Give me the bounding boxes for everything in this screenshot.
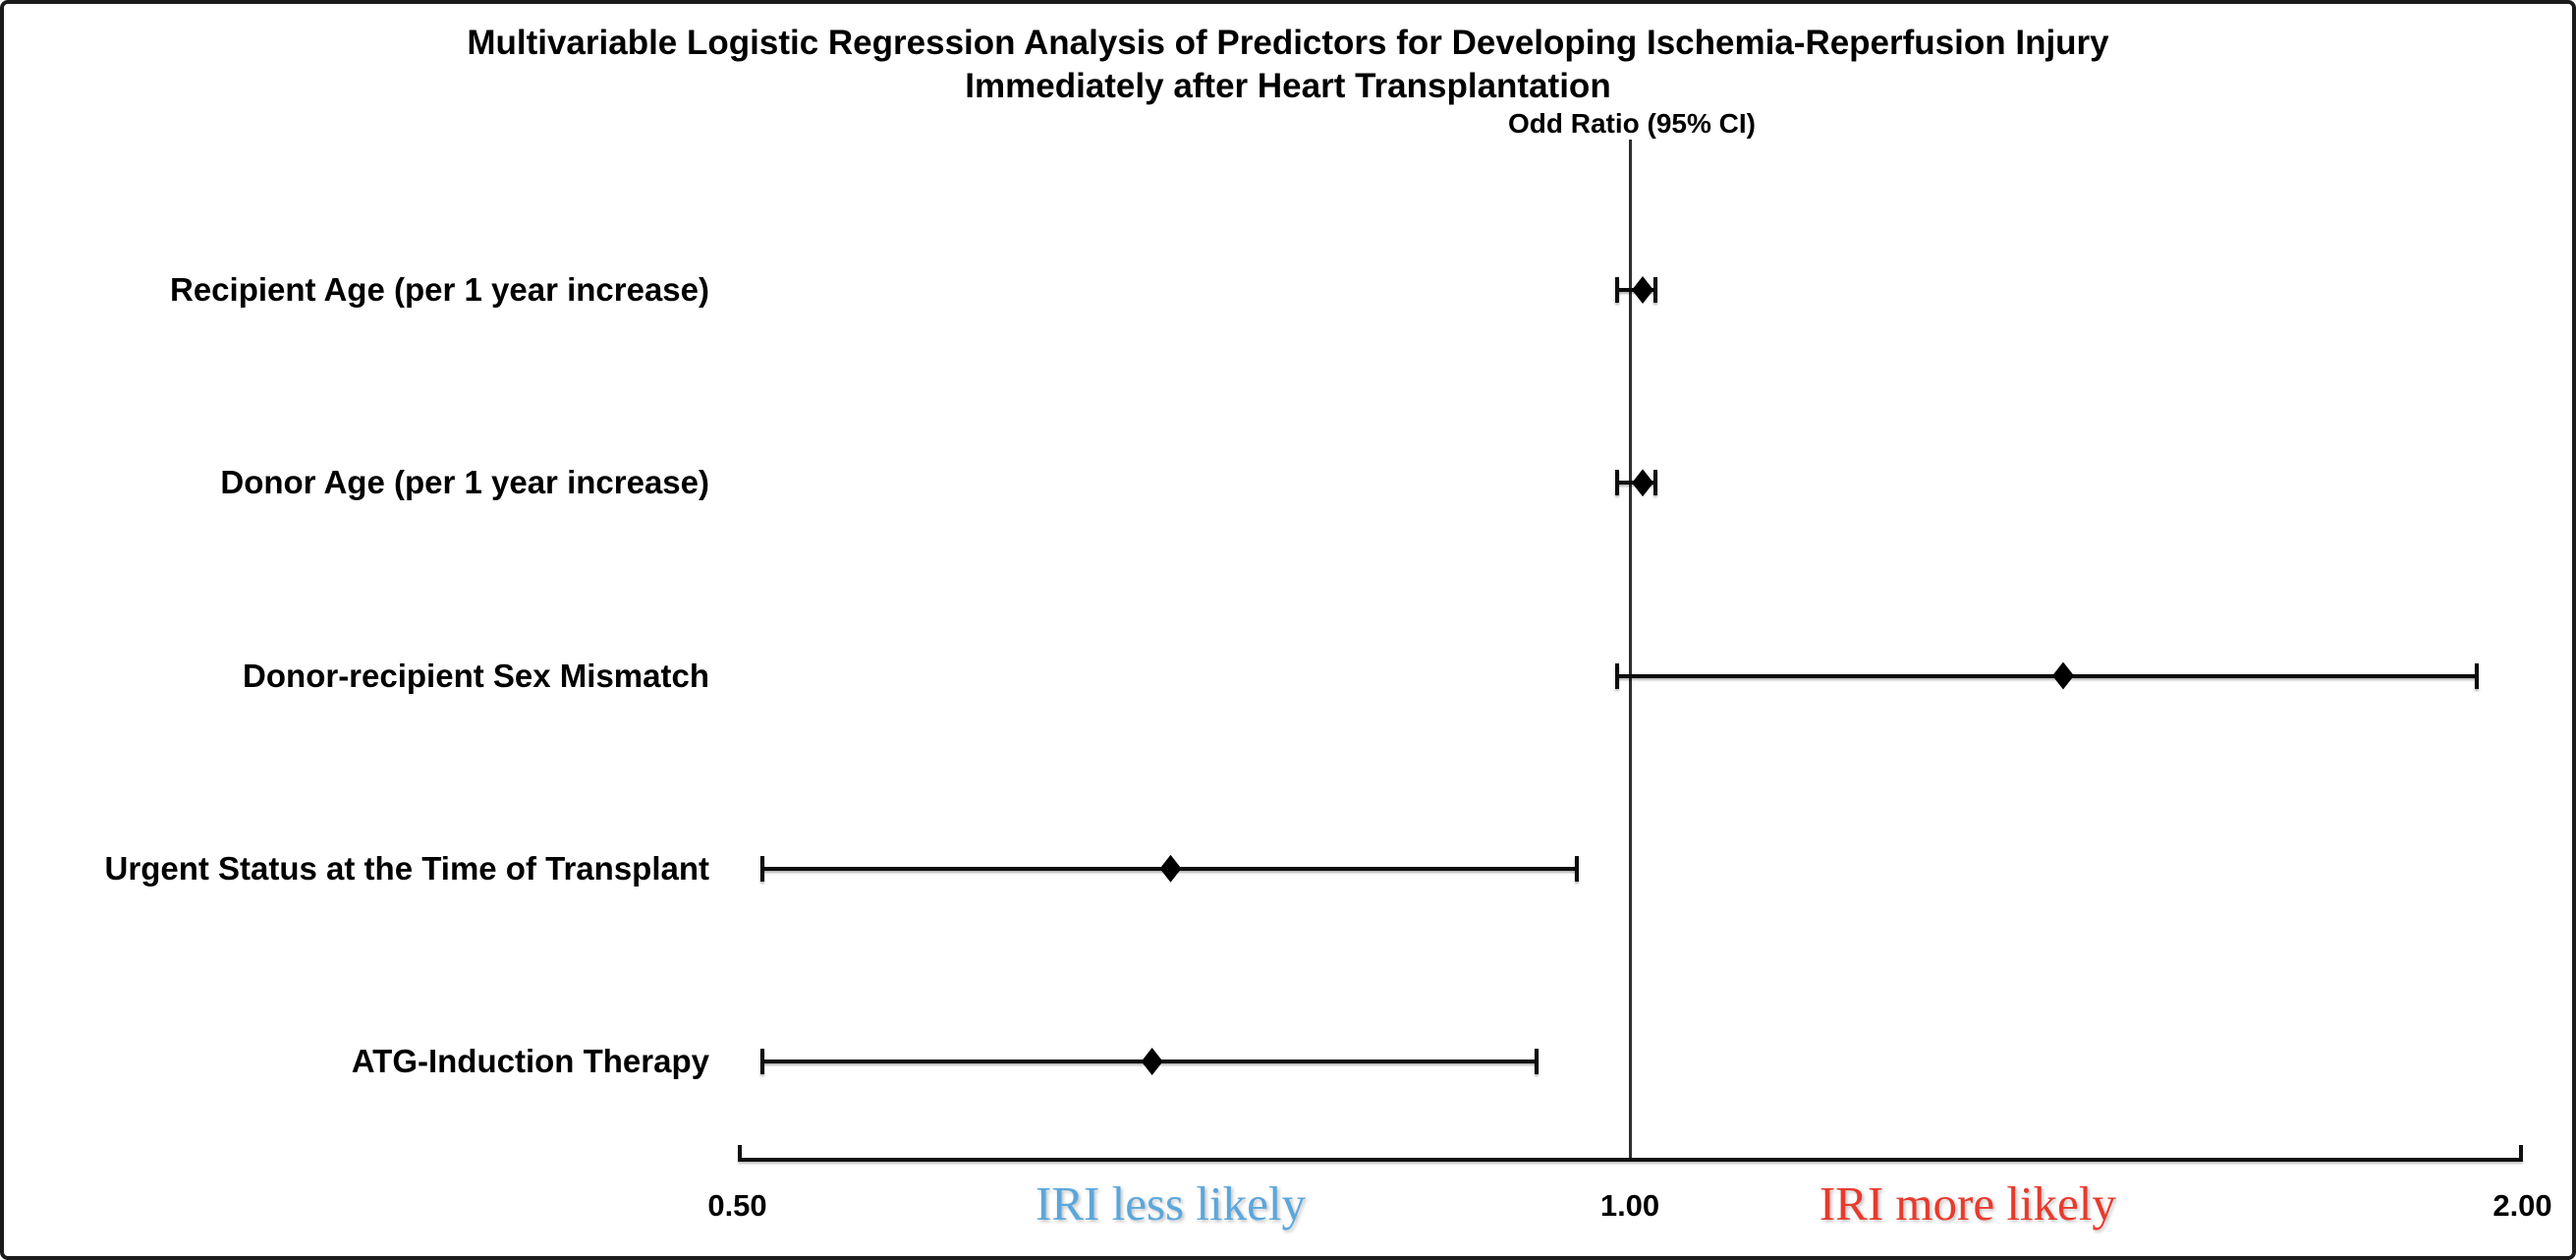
axis-header-odd-ratio: Odd Ratio (95% CI)	[1507, 108, 1756, 139]
forest-row-label: Donor Age (per 1 year increase)	[220, 464, 709, 501]
chart-title-line-1: Multivariable Logistic Regression Analys…	[467, 24, 2109, 62]
ci-cap-left	[1614, 470, 1619, 496]
annotation-iri-less-likely: IRI less likely	[1036, 1176, 1306, 1231]
forest-row-label: Urgent Status at the Time of Transplant	[104, 849, 709, 887]
or-point-marker	[2052, 661, 2074, 690]
ci-cap-right	[1652, 277, 1657, 303]
annotation-iri-more-likely: IRI more likely	[1819, 1176, 2116, 1231]
or-point-marker	[1632, 276, 1654, 304]
ci-cap-right	[1652, 470, 1657, 496]
ci-line	[1616, 673, 2477, 678]
reference-line-1.00	[1628, 140, 1632, 1162]
x-axis-line	[737, 1158, 2523, 1162]
or-point-marker	[1632, 469, 1654, 497]
x-tick-label: 0.50	[707, 1188, 767, 1223]
or-point-marker	[1141, 1048, 1163, 1075]
chart-title-line-2: Immediately after Heart Transplantation	[965, 67, 1611, 105]
ci-cap-right	[2474, 662, 2479, 689]
ci-cap-right	[1575, 855, 1580, 882]
forest-row-label: Recipient Age (per 1 year increase)	[169, 271, 709, 308]
ci-cap-left	[1614, 662, 1619, 689]
x-tick-label: 1.00	[1599, 1188, 1660, 1223]
or-point-marker	[1159, 854, 1182, 883]
x-axis-end-tick-right	[2518, 1145, 2523, 1160]
ci-cap-left	[760, 855, 765, 882]
ci-cap-left	[1614, 277, 1619, 303]
ci-cap-left	[760, 1049, 765, 1074]
ci-cap-right	[1534, 1049, 1539, 1074]
forest-row-label: ATG-Induction Therapy	[351, 1043, 709, 1079]
forest-row-label: Donor-recipient Sex Mismatch	[243, 657, 709, 694]
x-axis-end-tick-left	[737, 1145, 742, 1160]
x-tick-label: 2.00	[2492, 1188, 2552, 1223]
